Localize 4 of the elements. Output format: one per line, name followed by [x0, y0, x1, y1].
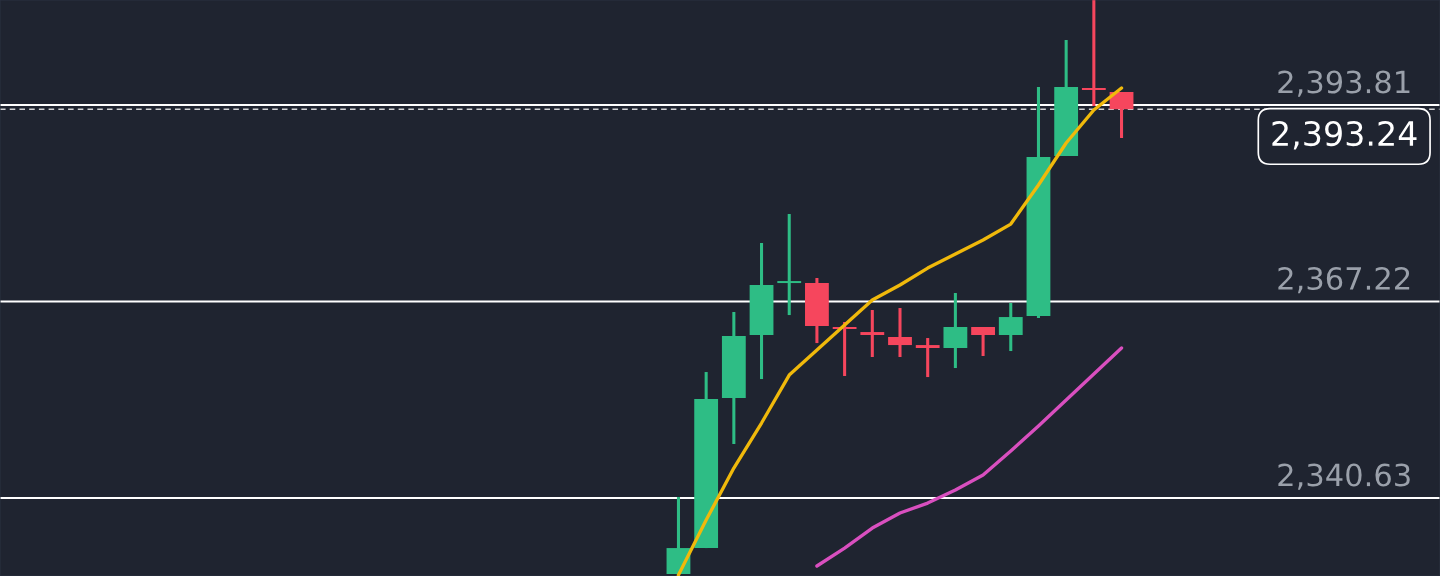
- y-tick-label: 2,393.81: [1278, 70, 1410, 97]
- y-tick-label: 2,367.22: [1278, 266, 1410, 294]
- ref-line-label: 2,393.24: [1272, 120, 1417, 150]
- y-tick-label: 2,340.63: [1278, 463, 1410, 490]
